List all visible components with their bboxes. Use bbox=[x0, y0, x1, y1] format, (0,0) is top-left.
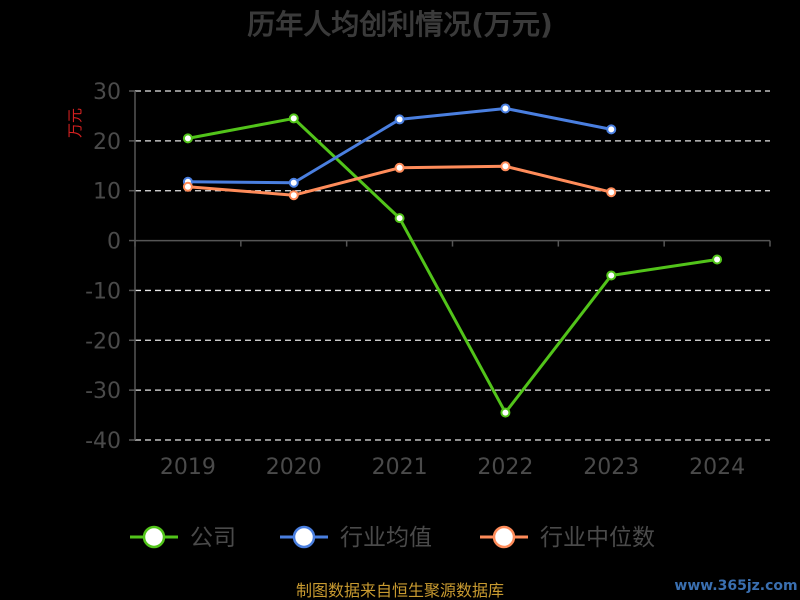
y-tick-label: -30 bbox=[85, 379, 121, 404]
x-tick-label: 2021 bbox=[372, 455, 428, 480]
legend-item-0[interactable]: 公司 bbox=[130, 525, 236, 551]
series-lines bbox=[182, 103, 723, 418]
data-source-note: 制图数据来自恒生聚源数据库 bbox=[296, 581, 504, 600]
series-0 bbox=[182, 113, 723, 418]
legend-label: 行业均值 bbox=[340, 525, 432, 551]
data-point[interactable] bbox=[288, 190, 299, 201]
legend-marker bbox=[142, 525, 166, 549]
data-point[interactable] bbox=[394, 213, 405, 224]
data-point[interactable] bbox=[394, 162, 405, 173]
legend-item-1[interactable]: 行业均值 bbox=[280, 525, 432, 551]
site-watermark: www.365jz.com bbox=[674, 578, 797, 594]
x-tick-label: 2023 bbox=[583, 455, 639, 480]
data-point[interactable] bbox=[394, 114, 405, 125]
data-point[interactable] bbox=[500, 103, 511, 114]
legend-label: 行业中位数 bbox=[540, 525, 655, 551]
legend-label: 公司 bbox=[190, 525, 236, 551]
x-tick-label: 2020 bbox=[266, 455, 322, 480]
data-point[interactable] bbox=[712, 254, 723, 265]
data-point[interactable] bbox=[182, 181, 193, 192]
data-point[interactable] bbox=[182, 133, 193, 144]
data-point[interactable] bbox=[606, 270, 617, 281]
x-tick-label: 2022 bbox=[477, 455, 533, 480]
x-tick-label: 2019 bbox=[160, 455, 216, 480]
y-tick-label: 30 bbox=[93, 80, 121, 105]
legend-marker bbox=[292, 525, 316, 549]
series-2 bbox=[182, 161, 617, 201]
series-1 bbox=[182, 103, 617, 188]
data-point[interactable] bbox=[606, 187, 617, 198]
y-tick-label: -40 bbox=[85, 429, 121, 454]
y-tick-label: -10 bbox=[85, 279, 121, 304]
y-tick-label: 20 bbox=[93, 130, 121, 155]
data-point[interactable] bbox=[288, 177, 299, 188]
data-point[interactable] bbox=[500, 161, 511, 172]
legend-marker bbox=[492, 525, 516, 549]
y-tick-label: 0 bbox=[107, 230, 121, 255]
y-tick-label: -20 bbox=[85, 329, 121, 354]
axes: 30 20 10 0 -10 -20 -30 -40 2019 2020 2021 2022 2023 2… bbox=[85, 80, 771, 480]
x-tick-label: 2024 bbox=[689, 455, 745, 480]
series-line bbox=[187, 116, 718, 415]
data-point[interactable] bbox=[500, 407, 511, 418]
legend-item-2[interactable]: 行业中位数 bbox=[480, 525, 655, 551]
data-point[interactable] bbox=[606, 124, 617, 135]
legend[interactable]: 公司 行业均值 行业中位数 bbox=[130, 525, 655, 551]
chart-title: 历年人均创利情况(万元) bbox=[247, 8, 553, 41]
y-axis-unit-label: 万元 bbox=[66, 108, 84, 138]
y-tick-label: 10 bbox=[93, 180, 121, 205]
data-point[interactable] bbox=[288, 113, 299, 124]
